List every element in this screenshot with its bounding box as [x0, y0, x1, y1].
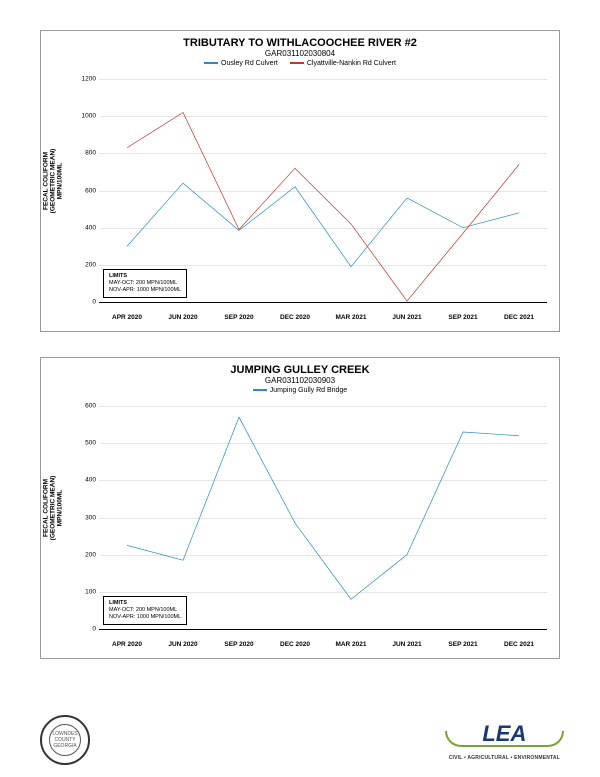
x-tick-label: JUN 2020	[155, 314, 211, 321]
y-tick-label: 200	[85, 261, 99, 268]
chart-title: JUMPING GULLEY CREEK	[41, 358, 559, 376]
y-tick-label: 400	[85, 224, 99, 231]
chart-legend: Jumping Gully Rd Bridge	[41, 387, 559, 398]
y-tick-label: 1200	[82, 76, 99, 83]
county-seal-icon: LOWNDES COUNTY GEORGIA	[40, 715, 90, 765]
legend-item: Jumping Gully Rd Bridge	[253, 387, 347, 394]
plot-area: 1002003004005006000LIMITSMAY-OCT: 200 MP…	[99, 406, 547, 630]
y-tick-label: 0	[92, 626, 99, 633]
chart-jumping-gulley: JUMPING GULLEY CREEKGAR031102030903Jumpi…	[40, 357, 560, 659]
y-tick-label: 600	[85, 403, 99, 410]
x-tick-label: APR 2020	[99, 641, 155, 648]
chart-subtitle: GAR031102030903	[41, 376, 559, 387]
limits-header: LIMITS	[109, 600, 181, 607]
seal-text: LOWNDES COUNTY GEORGIA	[49, 724, 81, 756]
x-tick-label: MAR 2021	[323, 314, 379, 321]
y-tick-label: 800	[85, 150, 99, 157]
legend-label: Clyattville-Nankin Rd Culvert	[307, 60, 396, 67]
x-tick-label: MAR 2021	[323, 641, 379, 648]
limits-line: MAY-OCT: 200 MPN/100ML	[109, 280, 181, 287]
x-tick-label: SEP 2021	[435, 641, 491, 648]
y-tick-label: 400	[85, 477, 99, 484]
x-tick-label: DEC 2020	[267, 314, 323, 321]
plot-area: 200400600800100012000LIMITSMAY-OCT: 200 …	[99, 79, 547, 303]
y-tick-label: 600	[85, 187, 99, 194]
chart-subtitle: GAR031102030804	[41, 49, 559, 60]
x-axis: APR 2020JUN 2020SEP 2020DEC 2020MAR 2021…	[99, 314, 547, 321]
page-footer: LOWNDES COUNTY GEORGIA LEA CIVIL • AGRIC…	[40, 715, 560, 765]
lea-logo: LEA CIVIL • AGRICULTURAL • ENVIRONMENTAL	[449, 719, 560, 761]
legend-item: Ousley Rd Culvert	[204, 60, 278, 67]
chart-legend: Ousley Rd Culvert Clyattville-Nankin Rd C…	[41, 60, 559, 71]
legend-item: Clyattville-Nankin Rd Culvert	[290, 60, 396, 67]
limits-header: LIMITS	[109, 273, 181, 280]
chart-tributary: TRIBUTARY TO WITHLACOOCHEE RIVER #2GAR03…	[40, 30, 560, 332]
y-tick-label: 200	[85, 551, 99, 558]
limits-line: NOV-APR: 1000 MPN/100ML	[109, 614, 181, 621]
y-tick-label: 500	[85, 440, 99, 447]
x-tick-label: SEP 2020	[211, 314, 267, 321]
y-tick-label: 0	[92, 299, 99, 306]
x-tick-label: DEC 2020	[267, 641, 323, 648]
x-tick-label: SEP 2021	[435, 314, 491, 321]
y-axis-label: FECAL COLIFORM(GEOMETRIC MEAN)MPN/100ML	[42, 468, 63, 548]
limits-line: MAY-OCT: 200 MPN/100ML	[109, 607, 181, 614]
limits-box: LIMITSMAY-OCT: 200 MPN/100MLNOV-APR: 100…	[103, 269, 187, 298]
legend-swatch	[290, 62, 304, 64]
legend-swatch	[204, 62, 218, 64]
x-tick-label: APR 2020	[99, 314, 155, 321]
y-tick-label: 1000	[82, 113, 99, 120]
chart-title: TRIBUTARY TO WITHLACOOCHEE RIVER #2	[41, 31, 559, 49]
x-tick-label: JUN 2020	[155, 641, 211, 648]
y-axis-label: FECAL COLIFORM(GEOMETRIC MEAN)MPN/100ML	[42, 141, 63, 221]
x-axis: APR 2020JUN 2020SEP 2020DEC 2020MAR 2021…	[99, 641, 547, 648]
x-tick-label: JUN 2021	[379, 641, 435, 648]
limits-line: NOV-APR: 1000 MPN/100ML	[109, 287, 181, 294]
y-tick-label: 100	[85, 588, 99, 595]
legend-label: Jumping Gully Rd Bridge	[270, 387, 347, 394]
x-tick-label: JUN 2021	[379, 314, 435, 321]
x-tick-label: SEP 2020	[211, 641, 267, 648]
lea-logo-subtitle: CIVIL • AGRICULTURAL • ENVIRONMENTAL	[449, 755, 560, 761]
legend-label: Ousley Rd Culvert	[221, 60, 278, 67]
legend-swatch	[253, 389, 267, 391]
x-tick-label: DEC 2021	[491, 314, 547, 321]
x-tick-label: DEC 2021	[491, 641, 547, 648]
y-tick-label: 300	[85, 514, 99, 521]
series-line	[127, 417, 519, 599]
limits-box: LIMITSMAY-OCT: 200 MPN/100MLNOV-APR: 100…	[103, 596, 187, 625]
